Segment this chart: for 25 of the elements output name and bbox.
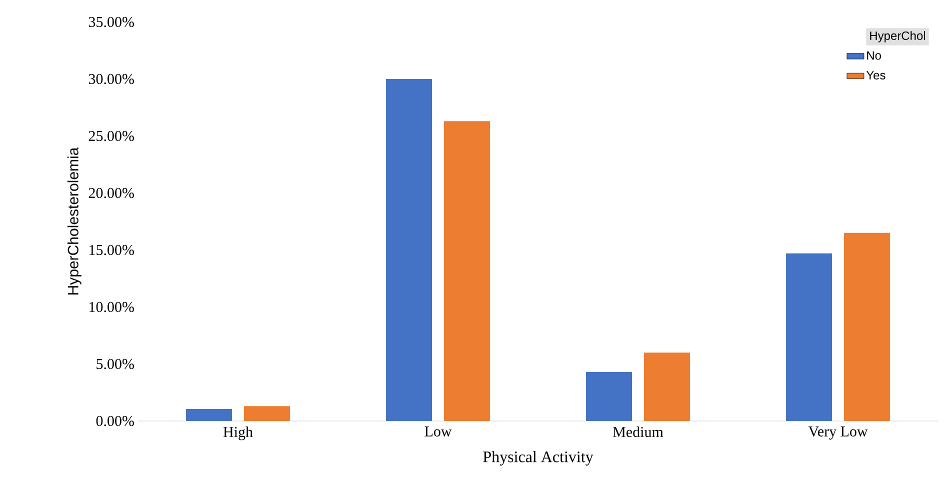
bar — [644, 352, 690, 421]
x-tick-label: Medium — [613, 426, 664, 438]
bar — [186, 409, 232, 421]
y-tick-label: 20.00% — [88, 188, 134, 198]
x-tick-label: High — [223, 426, 253, 440]
x-axis-title: Physical Activity — [483, 451, 594, 466]
x-tick-label: Very Low — [808, 426, 868, 440]
y-tick-label: 0.00% — [96, 416, 134, 426]
legend-title: HyperChol — [870, 31, 926, 42]
y-tick-label: 15.00% — [90, 244, 134, 256]
y-axis-title: HyperCholesterolemia — [67, 147, 82, 294]
y-tick-label: 35.00% — [88, 16, 134, 28]
bar — [786, 253, 832, 421]
y-tick-label: 25.00% — [88, 130, 134, 142]
bar — [244, 406, 290, 421]
bar — [844, 232, 890, 421]
legend-label: No — [867, 51, 881, 60]
y-tick-label: 5.00% — [96, 358, 134, 370]
legend-label: Yes — [866, 71, 886, 80]
bar — [586, 372, 632, 421]
y-tick-label: 30.00% — [88, 74, 134, 84]
x-tick-label: Low — [424, 426, 452, 436]
y-tick-label: 10.00% — [90, 302, 134, 312]
bar — [386, 78, 432, 421]
bar — [444, 121, 490, 421]
